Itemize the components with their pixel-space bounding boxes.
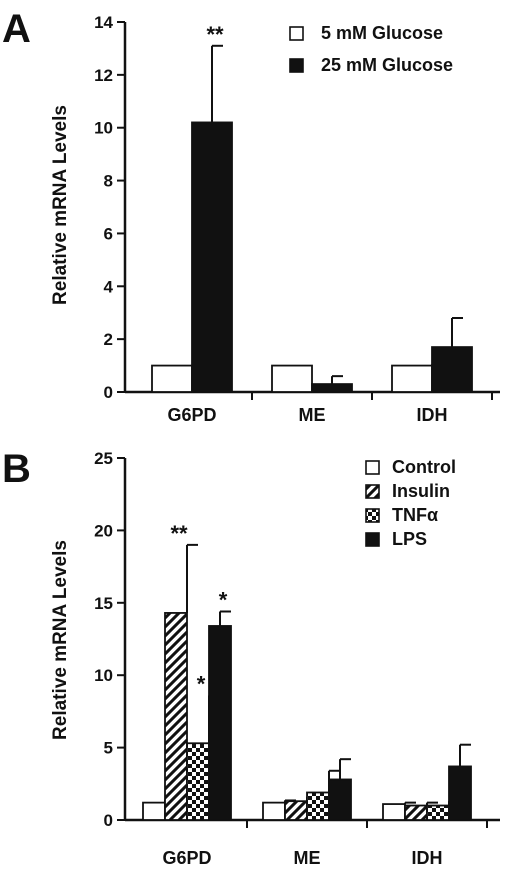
panel-a-bar — [271, 364, 313, 393]
panel-a-bar — [151, 364, 193, 393]
panel-b-legend-swatch — [365, 460, 380, 475]
panel-b-significance-marker: ** — [170, 521, 188, 546]
panel-b-y-tick-label: 0 — [104, 811, 113, 830]
panel-a-legend-label: 25 mM Glucose — [321, 55, 453, 75]
panel-a-y-tick-label: 4 — [104, 277, 114, 296]
panel-b-y-axis-label: Relative mRNA Levels — [50, 540, 71, 740]
panel-b-legend-label: LPS — [392, 529, 427, 549]
panel-b-y-tick-label: 5 — [104, 739, 113, 758]
panel-b-bar — [426, 804, 450, 821]
panel-a-significance-marker: ** — [206, 22, 224, 47]
panel-b-bar — [404, 804, 428, 821]
panel-b-bar — [262, 801, 286, 821]
panel-b-bar — [186, 742, 210, 821]
panel-b-bar — [306, 791, 330, 821]
panel-a-y-axis-label: Relative mRNA Levels — [50, 105, 71, 305]
panel-a-legend-swatch — [289, 26, 304, 41]
panel-b-y-tick-label: 15 — [94, 594, 113, 613]
panel-a-category-label: ME — [299, 405, 326, 425]
panel-b-category-label: G6PD — [162, 848, 211, 868]
panel-a-legend-swatch — [289, 58, 304, 73]
panel-b-y-tick-label: 20 — [94, 521, 113, 540]
panel-a-bar — [191, 121, 233, 393]
panel-b-significance-marker: * — [197, 671, 206, 696]
panel-a-y-tick-label: 6 — [104, 224, 113, 243]
panel-b-category-label: IDH — [412, 848, 443, 868]
panel-b-y-tick-label: 10 — [94, 666, 113, 685]
panel-b-bar — [448, 765, 472, 821]
panel-a-chart: Relative mRNA Levels 0 2 4 6 8 10 12 14 G6PD ME IDH… — [50, 13, 500, 425]
panel-a-y-tick-label: 10 — [94, 119, 113, 138]
panel-b-bar — [208, 625, 232, 821]
panel-b-category-label: ME — [294, 848, 321, 868]
panel-a-y-tick-label: 14 — [94, 13, 113, 32]
panel-b-legend-label: TNFα — [392, 505, 438, 525]
panel-a-category-label: G6PD — [167, 405, 216, 425]
panel-b-bar — [328, 778, 352, 821]
panel-b-legend-label: Control — [392, 457, 456, 477]
panel-b-y-tick-label: 25 — [94, 449, 113, 468]
panel-a-category-label: IDH — [417, 405, 448, 425]
panel-a-bar — [391, 364, 433, 393]
panel-a-bar — [311, 383, 353, 393]
panel-a-bar — [431, 346, 473, 393]
panel-a-y-tick-label: 8 — [104, 172, 113, 191]
panel-b-significance-marker: * — [219, 587, 228, 612]
panel-a-y-tick-label: 0 — [104, 383, 113, 402]
panel-letter-b: B — [2, 447, 31, 491]
panel-b-bar — [382, 803, 406, 821]
panel-b-bar — [142, 801, 166, 821]
panel-letter-a: A — [2, 7, 31, 51]
panel-a-y-tick-label: 2 — [104, 330, 113, 349]
panel-b-legend-swatch — [365, 484, 380, 499]
panel-a-y-tick-label: 12 — [94, 66, 113, 85]
panel-b-legend-label: Insulin — [392, 481, 450, 501]
panel-a-legend-label: 5 mM Glucose — [321, 23, 443, 43]
panel-b-legend-swatch — [365, 532, 380, 547]
panel-b-bar — [164, 612, 188, 821]
panel-b-bar — [284, 800, 308, 821]
panel-b-chart: Relative mRNA Levels 0 5 10 15 20 25 G6PD ME IDH *… — [50, 449, 500, 868]
panel-b-legend-swatch — [365, 508, 380, 523]
